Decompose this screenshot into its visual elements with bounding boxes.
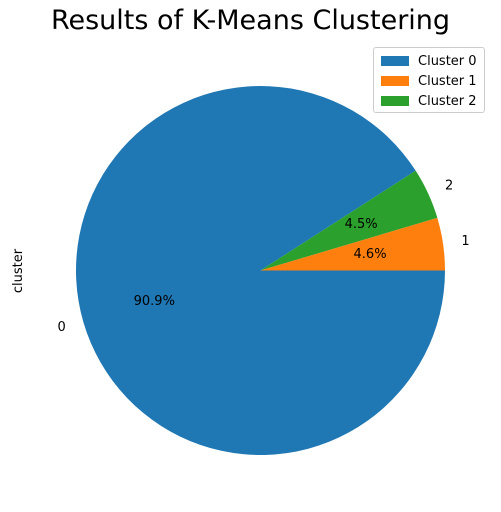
pie-category-label-0: 0: [58, 320, 66, 335]
legend-swatch: [381, 96, 409, 106]
legend-item-cluster-0: Cluster 0: [381, 53, 477, 69]
chart-title: Results of K-Means Clustering: [50, 5, 451, 36]
legend-label: Cluster 2: [418, 93, 477, 109]
pie-pct-label-2: 4.5%: [345, 217, 378, 232]
legend-item-cluster-2: Cluster 2: [381, 93, 477, 109]
legend-swatch: [381, 76, 409, 86]
legend-label: Cluster 1: [418, 73, 477, 89]
pie-slice-2: [260, 170, 438, 271]
pie-category-label-2: 2: [445, 178, 453, 193]
pie-pct-label-1: 4.6%: [354, 247, 387, 262]
pie-category-label-1: 1: [461, 234, 469, 249]
pie-slice-1: [260, 217, 445, 271]
legend-item-cluster-1: Cluster 1: [381, 73, 477, 89]
legend-swatch: [381, 56, 409, 66]
pie-slice-0: [76, 86, 446, 456]
pie-pct-label-0: 90.9%: [134, 294, 175, 309]
legend: Cluster 0 Cluster 1 Cluster 2: [373, 47, 485, 113]
legend-label: Cluster 0: [418, 53, 477, 69]
